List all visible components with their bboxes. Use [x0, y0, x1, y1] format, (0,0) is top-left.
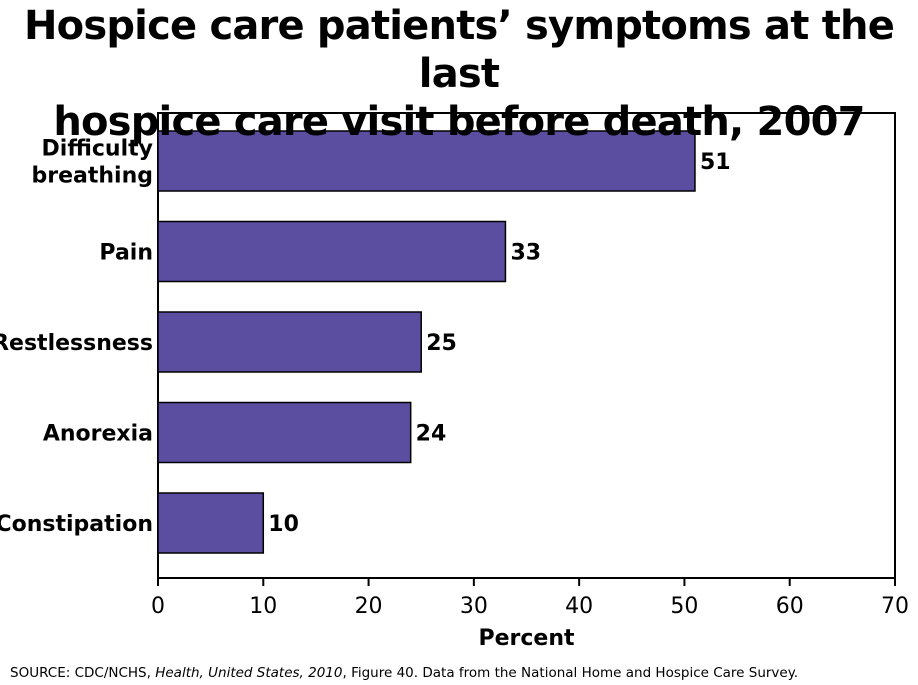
- bar-1: [157, 220, 507, 283]
- data-label-3: 24: [416, 422, 447, 447]
- category-label-1-0: Pain: [99, 241, 153, 266]
- bar-0: [157, 130, 696, 192]
- x-tick-label-5: 50: [670, 594, 698, 619]
- category-label-2-0: Restlessness: [0, 331, 153, 356]
- category-label-3-0: Anorexia: [43, 422, 153, 447]
- category-label-4-0: Constipation: [0, 512, 153, 537]
- x-tick-label-0: 0: [151, 594, 165, 619]
- source-note: SOURCE: CDC/NCHS, Health, United States,…: [10, 664, 798, 682]
- x-tick-label-6: 60: [776, 594, 804, 619]
- chart-title: Hospice care patients’ symptoms at the l…: [0, 2, 918, 146]
- x-tick-label-7: 70: [881, 594, 909, 619]
- data-label-2: 25: [426, 331, 457, 356]
- x-tick-label-2: 20: [355, 594, 383, 619]
- chart-title-line-2: hospice care visit before death, 2007: [53, 99, 865, 145]
- bar-2: [157, 311, 422, 373]
- data-label-4: 10: [268, 512, 299, 537]
- bar-4: [157, 492, 265, 554]
- x-axis-label: Percent: [478, 626, 575, 651]
- source-suffix: , Figure 40. Data from the National Home…: [342, 665, 799, 681]
- category-label-0-0: Difficulty: [42, 137, 153, 162]
- data-label-0: 51: [700, 150, 731, 175]
- category-label-0-1: breathing: [32, 164, 154, 189]
- x-tick-label-3: 30: [460, 594, 488, 619]
- chart-title-line-1: Hospice care patients’ symptoms at the l…: [23, 3, 895, 97]
- x-tick-label-1: 10: [249, 594, 277, 619]
- bar-3: [157, 401, 412, 464]
- source-prefix: SOURCE: CDC/NCHS,: [10, 665, 156, 681]
- data-label-1: 33: [510, 241, 541, 266]
- source-publication: Health, United States, 2010: [155, 665, 343, 681]
- x-tick-label-4: 40: [565, 594, 593, 619]
